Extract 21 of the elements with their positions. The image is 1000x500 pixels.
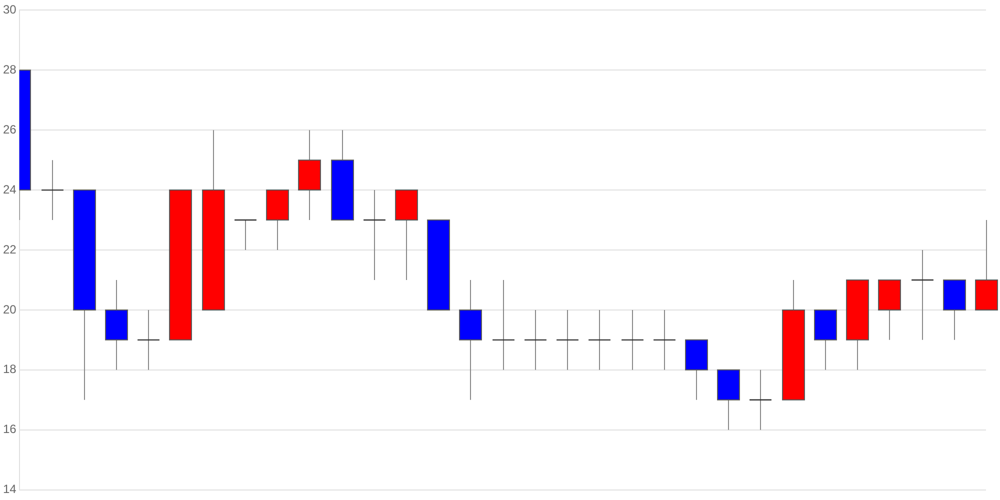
candlestick <box>524 309 548 370</box>
y-tick-label: 28 <box>2 62 17 76</box>
y-tick-label: 22 <box>2 242 17 256</box>
candlestick <box>136 309 160 370</box>
y-tick-label: 14 <box>2 482 17 496</box>
y-tick-label: 18 <box>2 362 17 376</box>
candlestick <box>234 219 258 250</box>
y-tick-label: 16 <box>2 422 17 436</box>
candlestick <box>652 309 676 370</box>
candlestick <box>40 160 64 221</box>
candlestick <box>910 250 934 340</box>
candlestick <box>748 369 772 430</box>
candlestick <box>492 279 516 370</box>
y-tick-label: 30 <box>2 2 17 17</box>
candlestick <box>556 309 580 370</box>
y-tick-label: 24 <box>2 182 17 196</box>
candlestick <box>620 309 644 370</box>
candlestick <box>588 309 612 370</box>
y-tick-label: 26 <box>2 122 17 136</box>
candlestick <box>362 190 386 280</box>
y-tick-label: 20 <box>2 302 17 316</box>
